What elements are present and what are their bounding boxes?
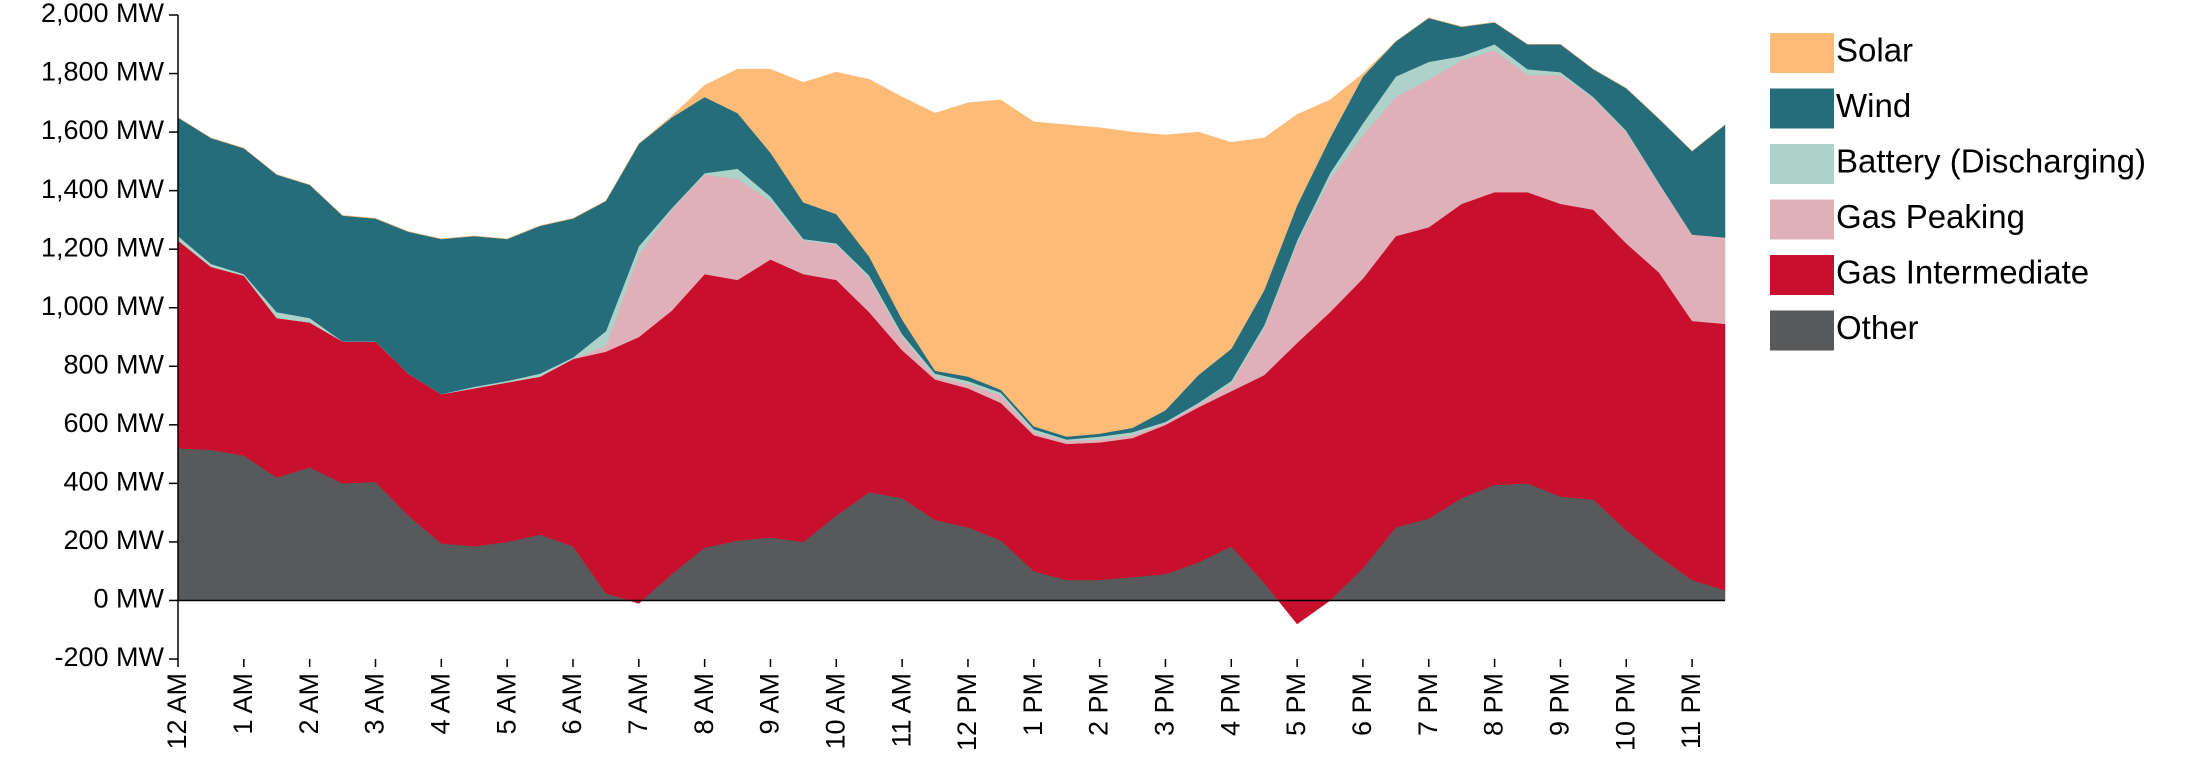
legend-swatch bbox=[1770, 33, 1834, 73]
legend-swatch bbox=[1770, 310, 1834, 351]
y-tick-label: 0 MW bbox=[94, 584, 165, 614]
y-tick-label: 800 MW bbox=[63, 349, 164, 379]
legend-label: Battery (Discharging) bbox=[1836, 143, 2146, 180]
x-tick-label: 11 PM bbox=[1676, 673, 1706, 749]
x-tick-label: 10 AM bbox=[820, 673, 850, 750]
x-tick-label: 7 PM bbox=[1413, 673, 1443, 736]
x-tick-label: 10 PM bbox=[1610, 673, 1640, 751]
x-tick-label: 8 AM bbox=[689, 673, 719, 735]
x-tick-label: 8 PM bbox=[1479, 673, 1509, 736]
legend-swatch bbox=[1770, 255, 1834, 295]
legend-label: Wind bbox=[1836, 87, 1911, 124]
x-tick-label: 1 AM bbox=[228, 673, 258, 735]
x-tick-label: 5 AM bbox=[491, 673, 521, 735]
y-tick-label: 200 MW bbox=[63, 525, 164, 555]
y-tick-label: 1,600 MW bbox=[41, 115, 165, 145]
area bbox=[177, 17, 1726, 437]
y-tick-label: 1,400 MW bbox=[41, 174, 165, 204]
x-tick-label: 2 PM bbox=[1084, 673, 1114, 736]
y-tick-label: 1,000 MW bbox=[41, 291, 165, 321]
x-tick-label: 5 PM bbox=[1281, 673, 1311, 736]
x-tick-label: 2 AM bbox=[294, 673, 324, 735]
legend-label: Gas Intermediate bbox=[1836, 254, 2089, 291]
legend-label: Other bbox=[1836, 309, 1919, 346]
x-tick-label: 1 PM bbox=[1018, 673, 1048, 736]
x-tick-label: 6 PM bbox=[1347, 673, 1377, 736]
legend-label: Gas Peaking bbox=[1836, 198, 2025, 235]
y-tick-label: 400 MW bbox=[63, 466, 164, 496]
x-tick-label: 12 PM bbox=[952, 673, 982, 751]
x-tick-label: 7 AM bbox=[623, 673, 653, 735]
x-tick-label: 4 PM bbox=[1215, 673, 1245, 736]
x-tick-label: 9 PM bbox=[1545, 673, 1575, 736]
x-tick-label: 12 AM bbox=[162, 673, 192, 750]
x-tick-label: 9 AM bbox=[755, 673, 785, 735]
x-tick-label: 6 AM bbox=[557, 673, 587, 735]
x-tick-label: 3 PM bbox=[1150, 673, 1180, 736]
legend-swatch bbox=[1770, 144, 1834, 184]
y-tick-label: 2,000 MW bbox=[41, 0, 165, 28]
y-tick-label: 600 MW bbox=[63, 408, 164, 438]
x-tick-label: 4 AM bbox=[425, 673, 455, 735]
legend-swatch bbox=[1770, 199, 1834, 240]
x-tick-label: 3 AM bbox=[360, 673, 390, 735]
y-tick-label: 1,800 MW bbox=[41, 57, 165, 87]
x-tick-label: 11 AM bbox=[886, 673, 916, 748]
legend-label: Solar bbox=[1836, 32, 1913, 69]
y-tick-label: 1,200 MW bbox=[41, 232, 165, 262]
legend-swatch bbox=[1770, 88, 1834, 129]
y-tick-label: -200 MW bbox=[54, 642, 164, 672]
